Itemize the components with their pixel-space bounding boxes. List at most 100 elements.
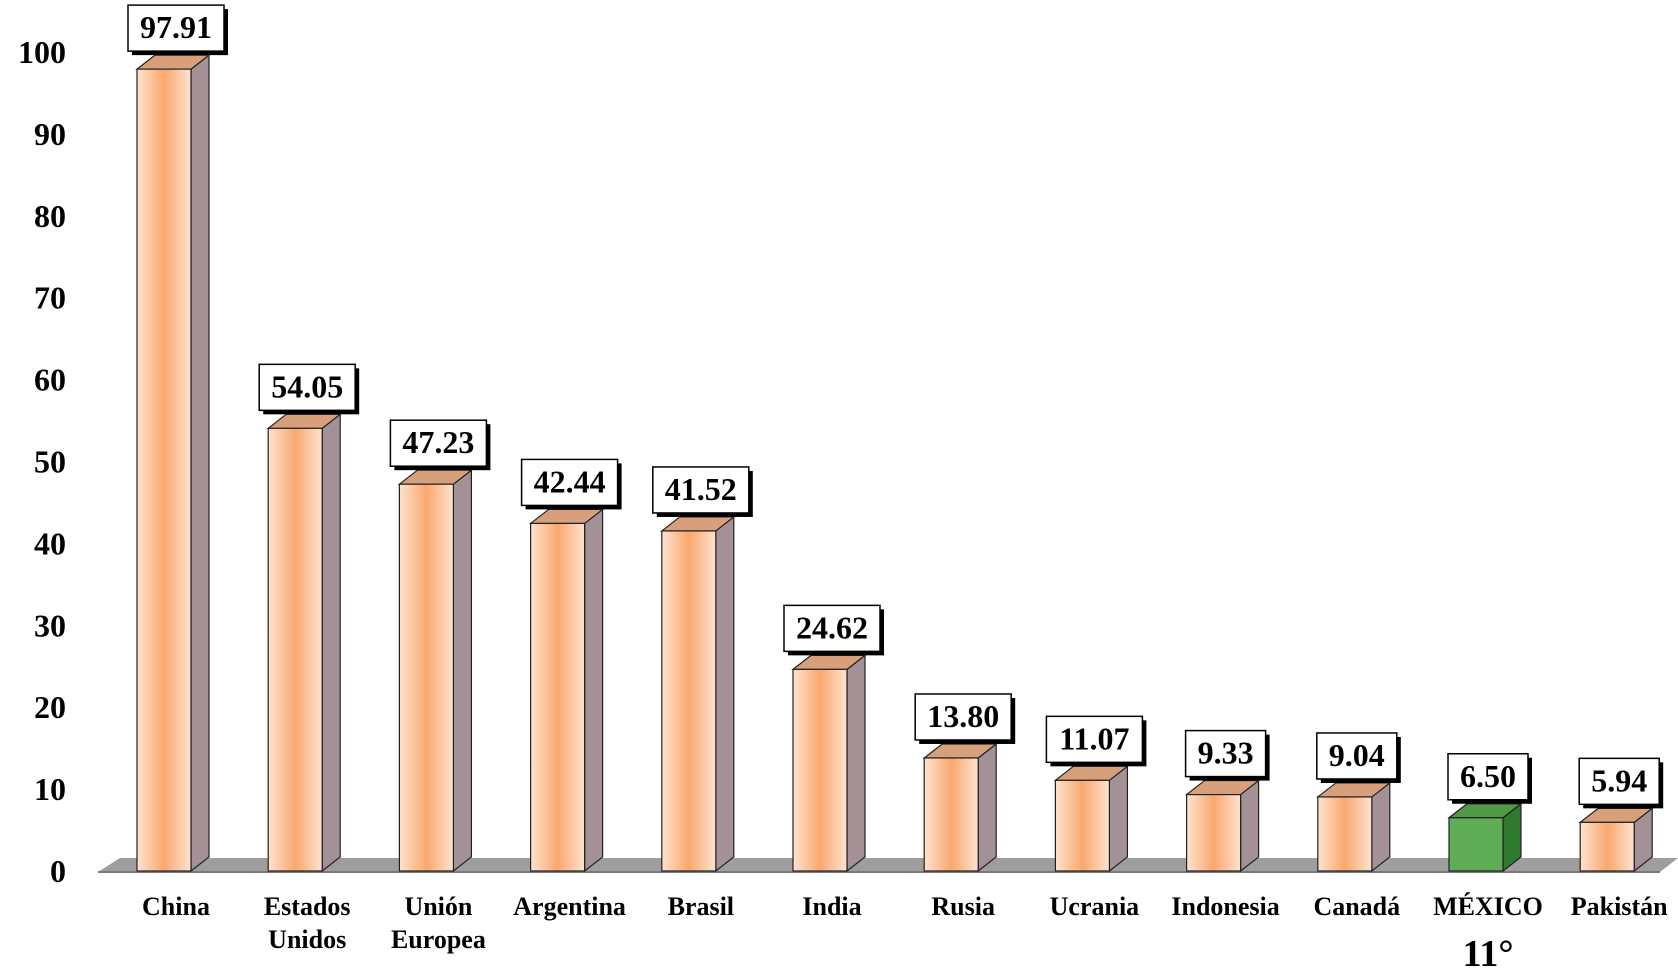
value-label-text: 5.94 bbox=[1591, 762, 1647, 798]
bar-front bbox=[529, 522, 586, 872]
value-label-text: 41.52 bbox=[665, 471, 737, 507]
category-label: Unidos bbox=[268, 925, 346, 954]
y-tick-label: 60 bbox=[34, 362, 66, 398]
bar-front bbox=[398, 483, 454, 872]
bar-side bbox=[583, 508, 604, 873]
bar-front bbox=[661, 530, 717, 872]
bar-front bbox=[1579, 821, 1635, 872]
y-tick-label: 0 bbox=[50, 853, 66, 889]
value-label-text: 6.50 bbox=[1460, 758, 1516, 794]
value-label-box bbox=[1316, 732, 1398, 780]
bar bbox=[660, 515, 736, 873]
y-tick-label: 40 bbox=[34, 525, 66, 561]
category-label: MÉXICO bbox=[1433, 892, 1543, 921]
bar bbox=[791, 654, 867, 873]
y-tick-label: 10 bbox=[34, 771, 66, 807]
bar-side bbox=[1239, 779, 1260, 873]
chart-floor bbox=[98, 858, 1678, 873]
bar-side bbox=[1371, 781, 1391, 873]
value-labels: 97.91 54.05 47.23 42.44 41.52 24.62 13.80 11.07… bbox=[127, 4, 1664, 809]
value-label-box bbox=[520, 458, 619, 507]
value-label-text: 9.04 bbox=[1329, 737, 1385, 773]
value-label: 5.94 bbox=[1578, 757, 1664, 809]
value-label-box bbox=[1184, 729, 1267, 778]
mexico-rank-note: 11° bbox=[1462, 933, 1513, 975]
value-label: 9.33 bbox=[1184, 729, 1270, 781]
y-tick-label: 20 bbox=[34, 689, 66, 725]
y-tick-label: 50 bbox=[34, 444, 66, 480]
category-label: China bbox=[142, 892, 210, 921]
value-label-box bbox=[783, 604, 881, 653]
bar bbox=[1053, 765, 1130, 873]
value-label-text: 47.23 bbox=[402, 424, 474, 460]
bar bbox=[135, 53, 211, 873]
category-label: Argentina bbox=[513, 892, 626, 921]
value-label-box bbox=[127, 4, 225, 52]
bar-front bbox=[136, 68, 192, 872]
value-label: 54.05 bbox=[258, 363, 360, 415]
bar-side bbox=[846, 654, 866, 873]
category-labels: China Estados Unidos Unión Europea Argentina B… bbox=[142, 892, 1668, 954]
category-label: Ucrania bbox=[1050, 892, 1140, 921]
value-label-box bbox=[389, 419, 488, 467]
bar bbox=[1316, 781, 1392, 873]
y-tick-label: 100 bbox=[18, 34, 66, 70]
value-label-box bbox=[1578, 757, 1660, 806]
value-label-text: 11.07 bbox=[1059, 720, 1129, 756]
category-label: Canadá bbox=[1313, 892, 1400, 921]
value-label-box bbox=[914, 693, 1012, 741]
bar-side bbox=[321, 413, 341, 873]
bar-side bbox=[715, 515, 735, 873]
bar bbox=[1447, 802, 1523, 873]
bar-side bbox=[977, 742, 997, 873]
value-label-text: 9.33 bbox=[1198, 735, 1254, 771]
bar-front bbox=[1054, 779, 1111, 872]
y-tick-label: 80 bbox=[34, 198, 66, 234]
bar bbox=[1184, 779, 1261, 873]
bar bbox=[266, 413, 342, 873]
value-label: 97.91 bbox=[127, 4, 228, 56]
value-label-text: 13.80 bbox=[927, 698, 999, 734]
category-label: Estados bbox=[264, 892, 351, 921]
bar-side bbox=[1108, 765, 1129, 873]
y-tick-label: 70 bbox=[34, 280, 66, 316]
value-label-text: 97.91 bbox=[140, 9, 212, 45]
bar bbox=[1578, 807, 1654, 873]
value-label-box bbox=[652, 466, 750, 514]
value-label: 47.23 bbox=[389, 419, 491, 471]
value-label: 13.80 bbox=[914, 693, 1016, 744]
category-label: Europea bbox=[391, 925, 486, 954]
bar-front bbox=[1448, 817, 1504, 872]
value-label: 24.62 bbox=[783, 604, 884, 656]
y-axis: 0 10 20 30 40 50 60 70 80 90 100 bbox=[18, 34, 66, 889]
value-label: 9.04 bbox=[1316, 732, 1401, 783]
value-label-text: 54.05 bbox=[271, 368, 343, 404]
bar-front bbox=[1317, 796, 1373, 872]
bar-front bbox=[267, 427, 323, 872]
bar-front bbox=[792, 668, 848, 872]
category-label: Unión bbox=[404, 892, 472, 921]
bar bbox=[397, 468, 474, 873]
value-label: 6.50 bbox=[1447, 753, 1532, 804]
category-label: Brasil bbox=[668, 892, 734, 921]
bar-side bbox=[452, 468, 472, 873]
bar-front bbox=[1185, 793, 1242, 872]
value-label-box bbox=[1045, 715, 1144, 764]
bars bbox=[135, 53, 1654, 873]
bar bbox=[922, 742, 998, 873]
value-label: 42.44 bbox=[520, 458, 622, 510]
bar-side bbox=[190, 53, 210, 873]
floor-top bbox=[98, 858, 1678, 872]
category-label: Pakistán bbox=[1571, 892, 1668, 921]
value-label-text: 24.62 bbox=[796, 609, 868, 645]
value-label-box bbox=[258, 363, 356, 412]
bar bbox=[528, 508, 605, 873]
value-label-box bbox=[1447, 753, 1529, 801]
value-label: 11.07 bbox=[1045, 715, 1147, 767]
category-label: Rusia bbox=[931, 892, 995, 921]
category-label: India bbox=[802, 892, 861, 921]
y-tick-label: 30 bbox=[34, 607, 66, 643]
bar-front bbox=[923, 757, 979, 872]
y-tick-label: 90 bbox=[34, 116, 66, 152]
